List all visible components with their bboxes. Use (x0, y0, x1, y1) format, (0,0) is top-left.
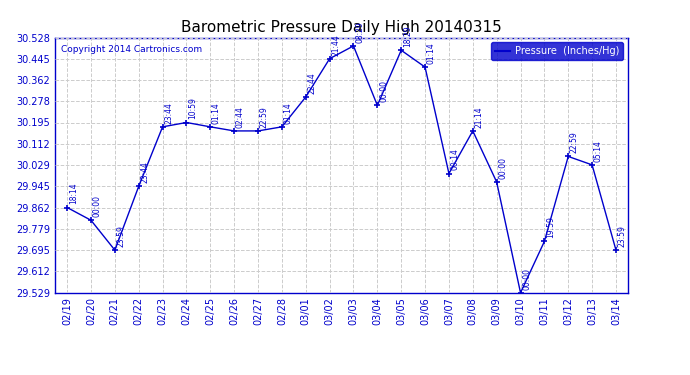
Text: 10:59: 10:59 (188, 98, 197, 120)
Text: 23:59: 23:59 (618, 225, 627, 247)
Text: 21:44: 21:44 (331, 34, 340, 56)
Text: 23:44: 23:44 (164, 102, 173, 124)
Text: 00:00: 00:00 (498, 157, 507, 179)
Text: 00:14: 00:14 (451, 148, 460, 171)
Text: 23:59: 23:59 (117, 225, 126, 247)
Text: 01:14: 01:14 (426, 42, 436, 64)
Text: 02:44: 02:44 (236, 106, 245, 128)
Text: 18:14: 18:14 (69, 183, 78, 204)
Text: 22:59: 22:59 (570, 132, 579, 153)
Text: 22:44: 22:44 (308, 72, 317, 94)
Text: 22:59: 22:59 (259, 106, 268, 128)
Text: 08:29: 08:29 (355, 21, 364, 43)
Legend: Pressure  (Inches/Hg): Pressure (Inches/Hg) (491, 42, 623, 60)
Text: 18:29: 18:29 (403, 26, 412, 47)
Text: 01:14: 01:14 (284, 102, 293, 124)
Text: Copyright 2014 Cartronics.com: Copyright 2014 Cartronics.com (61, 45, 202, 54)
Text: 05:14: 05:14 (594, 140, 603, 162)
Text: 19:59: 19:59 (546, 216, 555, 238)
Text: 00:00: 00:00 (379, 80, 388, 102)
Text: 00:00: 00:00 (522, 268, 531, 290)
Text: 00:00: 00:00 (92, 195, 101, 217)
Text: 23:44: 23:44 (140, 161, 150, 183)
Text: 01:14: 01:14 (212, 102, 221, 124)
Title: Barometric Pressure Daily High 20140315: Barometric Pressure Daily High 20140315 (181, 20, 502, 35)
Text: 21:14: 21:14 (475, 106, 484, 128)
